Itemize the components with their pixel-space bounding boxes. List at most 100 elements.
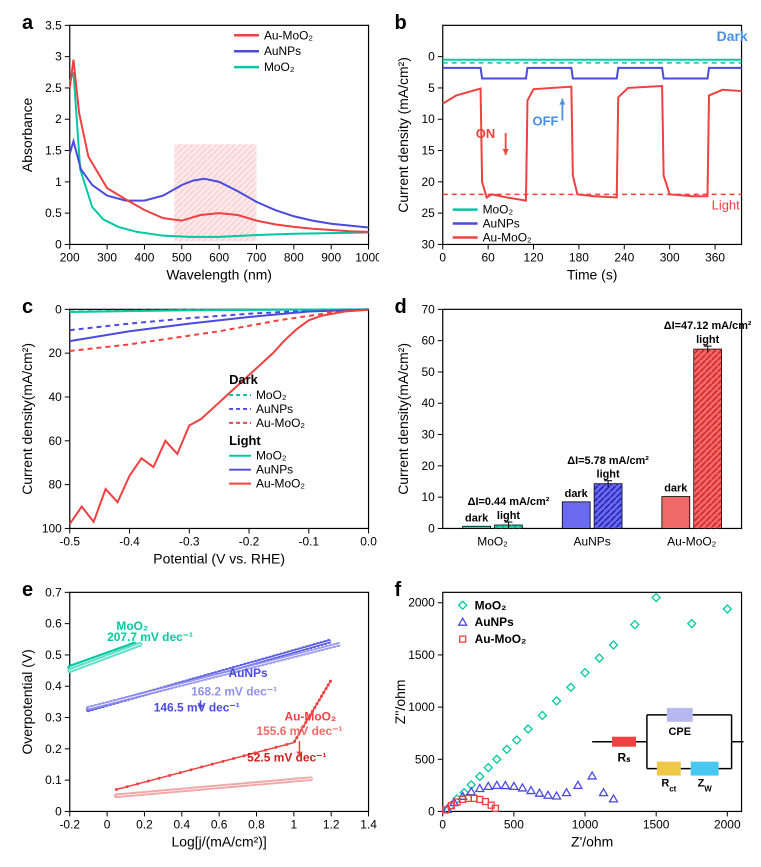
svg-text:MoO₂: MoO₂: [256, 448, 287, 462]
svg-text:0.1: 0.1: [45, 773, 62, 787]
svg-text:ΔI=5.78 mA/cm²: ΔI=5.78 mA/cm²: [567, 454, 649, 466]
svg-text:3: 3: [55, 50, 62, 64]
svg-text:0: 0: [439, 250, 446, 264]
svg-text:-0.2: -0.2: [59, 818, 80, 832]
svg-text:AuNPs: AuNPs: [256, 402, 293, 416]
svg-text:20: 20: [421, 458, 435, 472]
svg-text:Rₛ: Rₛ: [617, 751, 631, 765]
panel-b-svg: 060120180240300360051015202530Time (s)Cu…: [383, 10, 752, 290]
panel-e-label: e: [22, 579, 33, 602]
svg-text:120: 120: [523, 250, 543, 264]
svg-text:Current density (mA/cm²): Current density (mA/cm²): [394, 57, 410, 213]
svg-text:0.2: 0.2: [136, 818, 153, 832]
panel-f-label: f: [395, 579, 402, 602]
svg-text:50: 50: [421, 365, 435, 379]
svg-text:300: 300: [659, 250, 679, 264]
svg-text:1: 1: [55, 175, 62, 189]
svg-text:30: 30: [421, 427, 435, 441]
svg-text:500: 500: [414, 753, 434, 767]
svg-text:0.4: 0.4: [45, 680, 62, 694]
svg-text:60: 60: [49, 433, 63, 447]
svg-text:52.5 mV dec⁻¹: 52.5 mV dec⁻¹: [247, 751, 326, 765]
svg-text:600: 600: [209, 250, 229, 264]
svg-text:ZW: ZW: [697, 778, 712, 794]
svg-text:60: 60: [481, 250, 495, 264]
panel-b-label: b: [395, 12, 407, 35]
svg-text:0.5: 0.5: [45, 648, 62, 662]
svg-text:300: 300: [97, 250, 117, 264]
svg-text:1.4: 1.4: [360, 818, 377, 832]
svg-text:15: 15: [421, 144, 435, 158]
svg-text:0: 0: [428, 521, 435, 535]
svg-text:500: 500: [172, 250, 192, 264]
svg-text:Light: Light: [711, 197, 739, 212]
svg-text:0.3: 0.3: [45, 711, 62, 725]
panel-f: f 05001000150020000500100015002000Z'/ohm…: [383, 577, 752, 857]
svg-text:-0.2: -0.2: [239, 534, 260, 548]
panel-a-label: a: [22, 12, 33, 35]
panel-e-svg: -0.200.20.40.60.811.21.400.10.20.30.40.5…: [10, 577, 379, 857]
panel-c-label: c: [22, 296, 33, 319]
svg-text:2: 2: [55, 112, 62, 126]
svg-text:1500: 1500: [408, 648, 435, 662]
svg-text:Time (s): Time (s): [566, 266, 617, 282]
svg-text:0.5: 0.5: [45, 206, 62, 220]
svg-text:1000: 1000: [408, 700, 435, 714]
svg-text:1000: 1000: [571, 818, 598, 832]
svg-text:0: 0: [104, 818, 111, 832]
svg-text:Au-MoO₂: Au-MoO₂: [256, 416, 305, 430]
svg-text:0: 0: [55, 805, 62, 819]
svg-text:Potential (V vs. RHE): Potential (V vs. RHE): [153, 550, 285, 566]
svg-text:900: 900: [321, 250, 341, 264]
svg-text:30: 30: [421, 237, 435, 251]
svg-text:146.5 mV dec⁻¹: 146.5 mV dec⁻¹: [154, 701, 240, 715]
svg-text:Current density(mA/cm²): Current density(mA/cm²): [394, 343, 410, 495]
svg-text:0.7: 0.7: [45, 586, 62, 600]
svg-text:Absorbance: Absorbance: [19, 97, 35, 172]
panel-d: d 010203040506070Current density(mA/cm²)…: [383, 294, 752, 574]
svg-text:Log[j/(mA/cm²)]: Log[j/(mA/cm²)]: [172, 834, 267, 850]
panel-e: e -0.200.20.40.60.811.21.400.10.20.30.40…: [10, 577, 379, 857]
svg-text:Z''/ohm: Z''/ohm: [391, 680, 407, 725]
svg-text:CPE: CPE: [668, 726, 691, 738]
svg-text:2000: 2000: [408, 596, 435, 610]
svg-text:Wavelength (nm): Wavelength (nm): [166, 266, 272, 282]
svg-text:5: 5: [428, 81, 435, 95]
panel-f-svg: 05001000150020000500100015002000Z'/ohmZ'…: [383, 577, 752, 857]
svg-text:1: 1: [291, 818, 298, 832]
svg-text:Au-MoO₂: Au-MoO₂: [667, 534, 716, 548]
svg-text:100: 100: [42, 521, 62, 535]
svg-text:light: light: [596, 468, 619, 480]
svg-text:dark: dark: [564, 488, 588, 500]
panel-c: c -0.5-0.4-0.3-0.2-0.10.0020406080100Pot…: [10, 294, 379, 574]
svg-text:700: 700: [247, 250, 267, 264]
svg-text:light: light: [696, 334, 719, 346]
svg-text:Light: Light: [229, 432, 261, 447]
svg-text:400: 400: [134, 250, 154, 264]
svg-text:155.6 mV dec⁻¹: 155.6 mV dec⁻¹: [256, 724, 342, 738]
svg-text:Au-MoO₂: Au-MoO₂: [482, 230, 531, 244]
svg-text:OFF: OFF: [532, 113, 558, 128]
svg-text:0.8: 0.8: [248, 818, 265, 832]
svg-text:3.5: 3.5: [45, 18, 62, 32]
svg-text:168.2 mV dec⁻¹: 168.2 mV dec⁻¹: [191, 685, 277, 699]
svg-text:80: 80: [49, 477, 63, 491]
svg-text:2000: 2000: [714, 818, 741, 832]
svg-text:0.0: 0.0: [360, 534, 377, 548]
panel-d-label: d: [395, 296, 407, 319]
svg-text:0: 0: [428, 805, 435, 819]
svg-text:-0.3: -0.3: [179, 534, 200, 548]
svg-text:1000: 1000: [355, 250, 378, 264]
svg-text:MoO₂: MoO₂: [474, 599, 506, 613]
svg-text:25: 25: [421, 206, 435, 220]
svg-text:Dark: Dark: [229, 372, 259, 387]
svg-text:20: 20: [49, 346, 63, 360]
svg-text:70: 70: [421, 302, 435, 316]
svg-text:Current density(mA/cm²): Current density(mA/cm²): [19, 343, 35, 495]
svg-text:800: 800: [284, 250, 304, 264]
svg-text:1.5: 1.5: [45, 144, 62, 158]
svg-text:AuNPs: AuNPs: [228, 666, 267, 680]
svg-text:0.6: 0.6: [211, 818, 228, 832]
svg-text:360: 360: [705, 250, 725, 264]
svg-text:20: 20: [421, 175, 435, 189]
